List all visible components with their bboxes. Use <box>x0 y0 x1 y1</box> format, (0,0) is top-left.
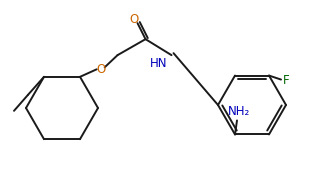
Text: O: O <box>96 63 105 76</box>
Text: HN: HN <box>150 57 167 70</box>
Text: NH₂: NH₂ <box>228 105 250 118</box>
Text: O: O <box>129 13 138 26</box>
Text: F: F <box>283 74 289 87</box>
